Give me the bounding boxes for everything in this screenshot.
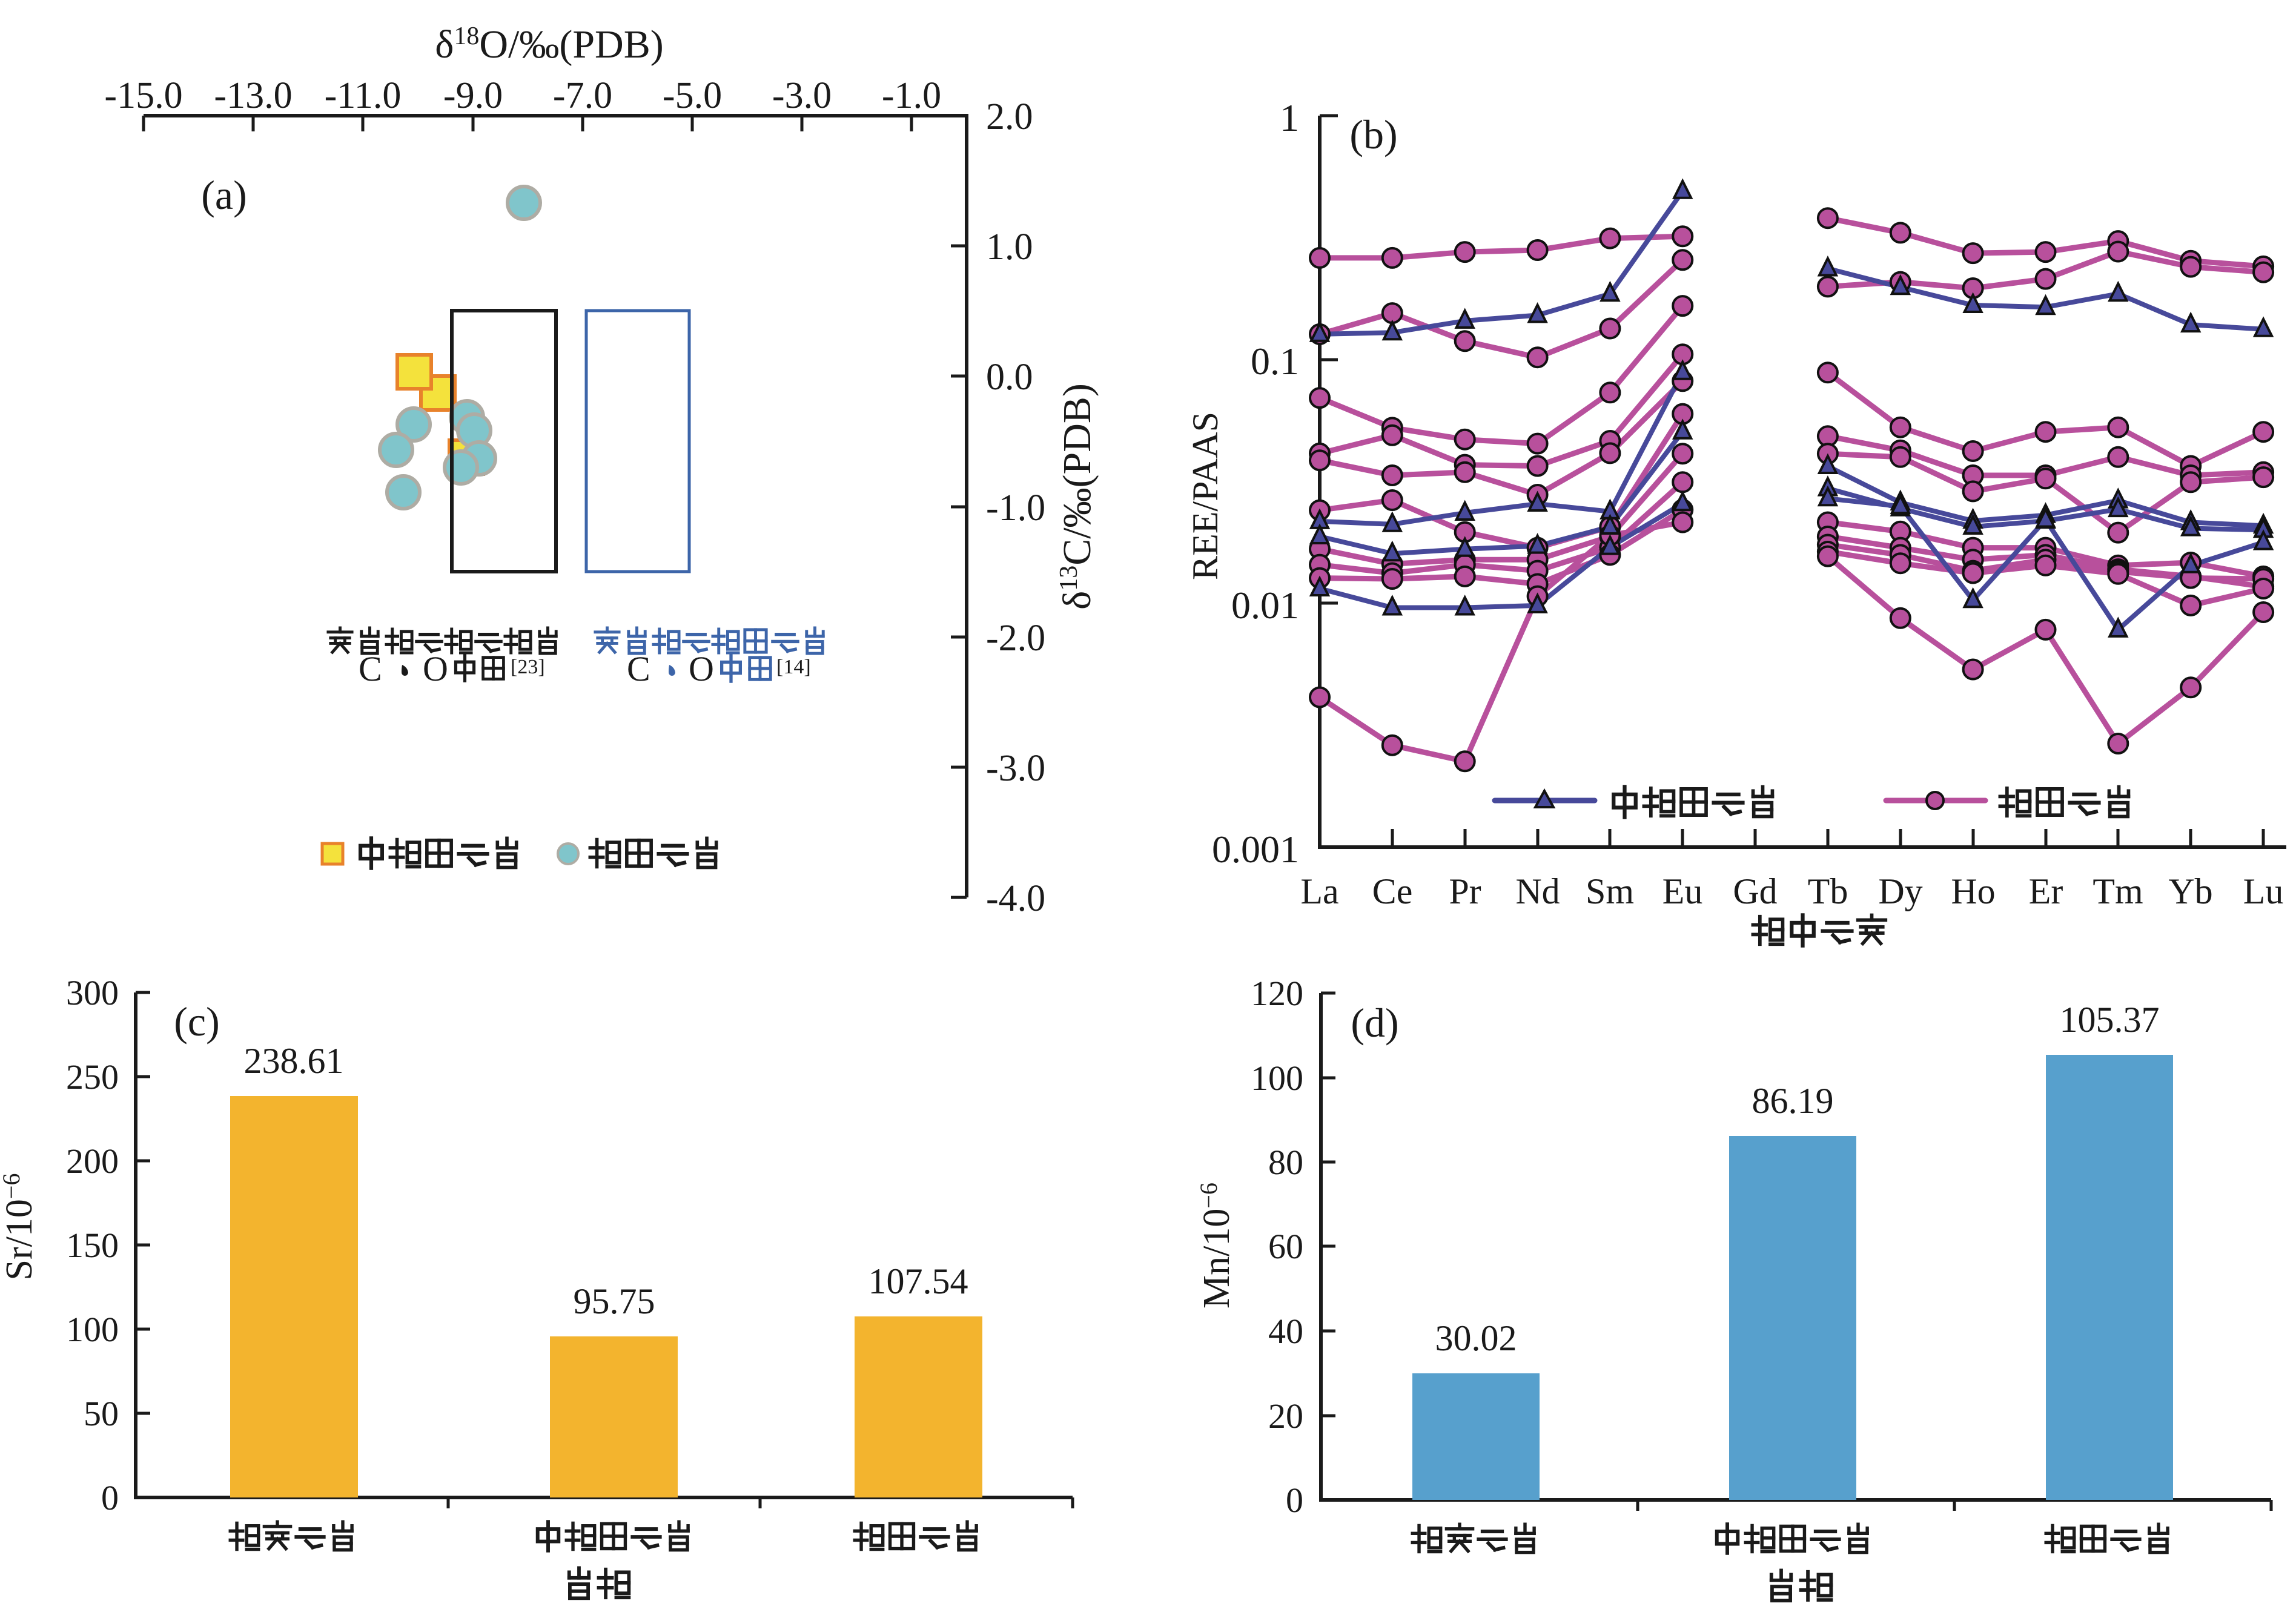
svg-text:REE/PAAS: REE/PAAS	[1185, 412, 1225, 580]
svg-text:Tm: Tm	[2093, 871, 2143, 911]
svg-text:Sm: Sm	[1586, 871, 1634, 911]
svg-text:Nd: Nd	[1515, 871, 1560, 911]
svg-text:[14]: [14]	[776, 656, 811, 678]
svg-text:-7.0: -7.0	[553, 75, 612, 116]
svg-text:200: 200	[66, 1141, 119, 1181]
svg-text:-3.0: -3.0	[986, 748, 1045, 789]
svg-text:300: 300	[66, 973, 119, 1012]
svg-text:30.02: 30.02	[1435, 1318, 1517, 1358]
svg-text:-1.0: -1.0	[986, 487, 1045, 529]
svg-text:86.19: 86.19	[1752, 1081, 1834, 1121]
svg-text:95.75: 95.75	[574, 1281, 655, 1321]
svg-text:80: 80	[1268, 1143, 1303, 1182]
svg-text:105.37: 105.37	[2060, 1000, 2160, 1040]
svg-text:La: La	[1300, 871, 1338, 911]
svg-text:150: 150	[66, 1226, 119, 1265]
svg-text:Er: Er	[2029, 871, 2063, 911]
svg-text:-11.0: -11.0	[325, 75, 402, 116]
svg-text:Dy: Dy	[1878, 871, 1922, 911]
svg-text:100: 100	[66, 1310, 119, 1349]
svg-text:(a): (a)	[201, 172, 246, 218]
svg-text:-3.0: -3.0	[772, 75, 832, 116]
svg-text:Eu: Eu	[1662, 871, 1703, 911]
svg-text:Lu: Lu	[2243, 871, 2284, 911]
svg-text:-1.0: -1.0	[882, 75, 941, 116]
svg-text:Tb: Tb	[1808, 871, 1848, 911]
svg-text:-9.0: -9.0	[443, 75, 503, 116]
svg-text:1: 1	[1280, 96, 1299, 139]
svg-text:1.0: 1.0	[986, 226, 1033, 268]
svg-text:60: 60	[1268, 1227, 1303, 1266]
svg-text:O: O	[423, 649, 448, 688]
svg-text:-4.0: -4.0	[986, 878, 1045, 919]
svg-text:0.0: 0.0	[986, 357, 1033, 398]
svg-text:-15.0: -15.0	[104, 75, 182, 116]
svg-text:-5.0: -5.0	[663, 75, 722, 116]
svg-text:50: 50	[84, 1394, 119, 1433]
svg-text:[23]: [23]	[511, 656, 545, 678]
svg-text:Ce: Ce	[1372, 871, 1413, 911]
svg-text:0: 0	[101, 1478, 119, 1517]
svg-text:250: 250	[66, 1057, 119, 1097]
svg-text:0.1: 0.1	[1251, 340, 1299, 383]
svg-text:0: 0	[1286, 1481, 1303, 1520]
svg-text:Gd: Gd	[1733, 871, 1777, 911]
svg-text:-2.0: -2.0	[986, 618, 1045, 659]
svg-text:-13.0: -13.0	[214, 75, 292, 116]
svg-text:107.54: 107.54	[868, 1261, 968, 1301]
svg-text:0.01: 0.01	[1231, 584, 1299, 627]
svg-text:100: 100	[1251, 1058, 1303, 1098]
svg-text:Pr: Pr	[1449, 871, 1481, 911]
svg-text:C: C	[627, 649, 650, 688]
svg-text:δ18O/‰(PDB): δ18O/‰(PDB)	[435, 22, 663, 67]
svg-text:O: O	[689, 649, 714, 688]
svg-text:δ13C/‰(PDB): δ13C/‰(PDB)	[1055, 383, 1099, 610]
svg-text:0.001: 0.001	[1212, 828, 1299, 871]
svg-text:C: C	[359, 649, 382, 688]
svg-text:2.0: 2.0	[986, 96, 1033, 137]
svg-text:Ho: Ho	[1951, 871, 1995, 911]
svg-text:Yb: Yb	[2168, 871, 2212, 911]
svg-text:120: 120	[1251, 974, 1303, 1013]
svg-text:40: 40	[1268, 1312, 1303, 1351]
svg-text:20: 20	[1268, 1396, 1303, 1436]
svg-text:(c): (c)	[174, 999, 219, 1045]
svg-text:238.61: 238.61	[244, 1041, 344, 1081]
svg-text:(b): (b)	[1349, 111, 1397, 157]
svg-text:(d): (d)	[1351, 1000, 1398, 1046]
